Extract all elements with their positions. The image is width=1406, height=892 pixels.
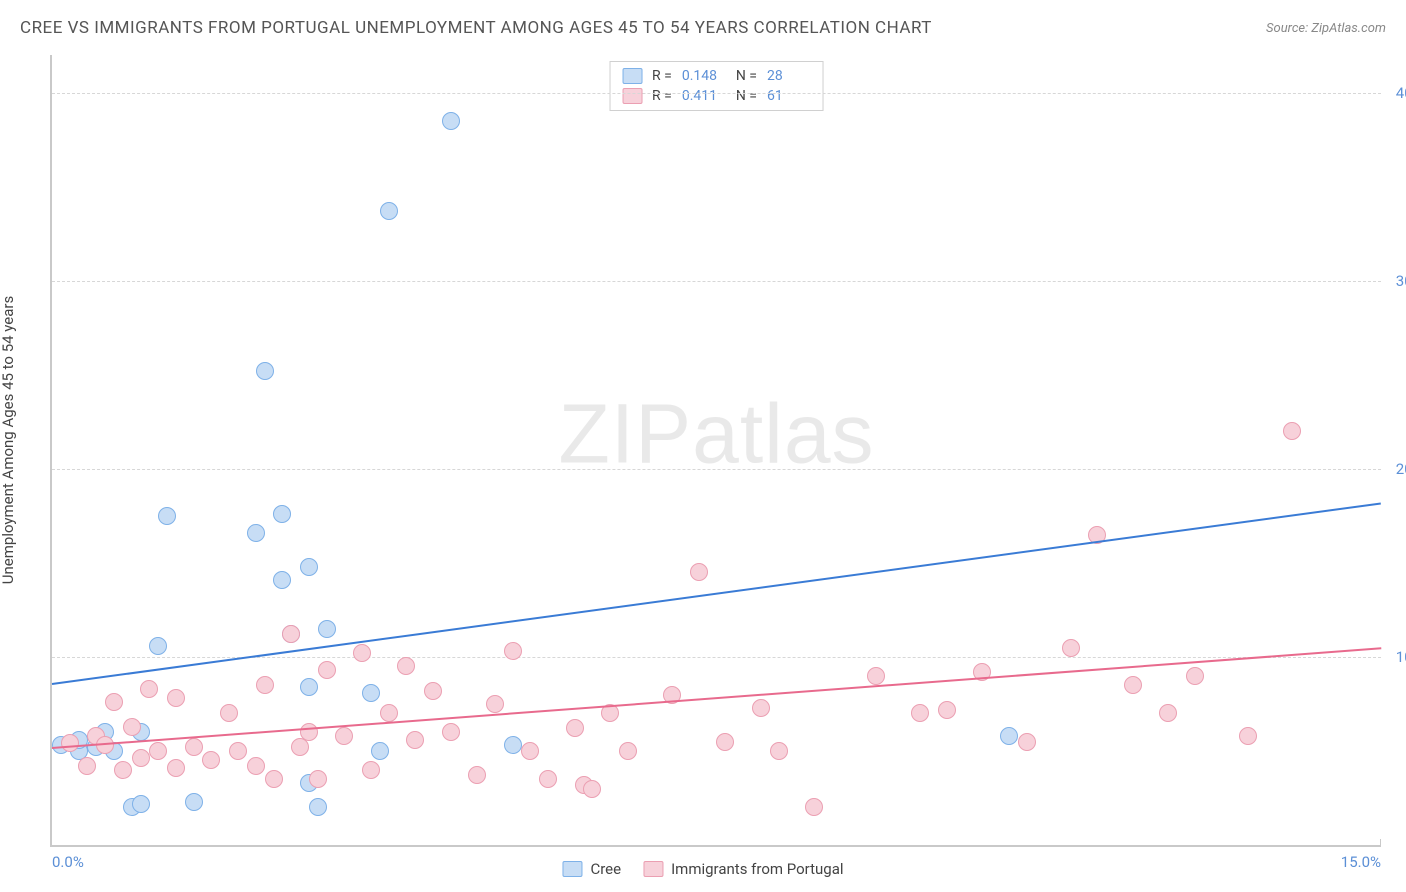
data-point (380, 704, 398, 722)
data-point (158, 507, 176, 525)
data-point (1186, 667, 1204, 685)
data-point (716, 733, 734, 751)
data-point (371, 742, 389, 760)
legend-item-portugal: Immigrants from Portugal (643, 860, 843, 878)
data-point (406, 731, 424, 749)
data-point (265, 770, 283, 788)
data-point (273, 571, 291, 589)
data-point (309, 770, 327, 788)
data-point (149, 637, 167, 655)
data-point (442, 723, 460, 741)
x-tick-min: 0.0% (52, 853, 84, 871)
data-point (380, 202, 398, 220)
swatch-portugal-icon (643, 861, 663, 877)
gridline (52, 469, 1381, 470)
data-point (202, 751, 220, 769)
data-point (566, 719, 584, 737)
data-point (167, 759, 185, 777)
data-point (185, 738, 203, 756)
data-point (362, 684, 380, 702)
data-point (229, 742, 247, 760)
data-point (805, 798, 823, 816)
swatch-cree-icon (562, 861, 582, 877)
data-point (521, 742, 539, 760)
legend-item-cree: Cree (562, 860, 621, 878)
data-point (300, 723, 318, 741)
data-point (273, 505, 291, 523)
data-point (247, 524, 265, 542)
series-legend: Cree Immigrants from Portugal (562, 860, 843, 878)
data-point (353, 644, 371, 662)
y-axis-label: Unemployment Among Ages 45 to 54 years (0, 296, 17, 584)
data-point (300, 558, 318, 576)
swatch-cree (622, 68, 642, 84)
data-point (300, 678, 318, 696)
y-tick-label: 40.0% (1386, 84, 1406, 102)
source-label: Source: ZipAtlas.com (1266, 21, 1386, 36)
x-tick-max: 15.0% (1341, 853, 1381, 871)
data-point (1124, 676, 1142, 694)
data-point (105, 693, 123, 711)
data-point (185, 793, 203, 811)
data-point (309, 798, 327, 816)
data-point (583, 780, 601, 798)
data-point (256, 362, 274, 380)
data-point (78, 757, 96, 775)
data-point (140, 680, 158, 698)
data-point (504, 642, 522, 660)
data-point (282, 625, 300, 643)
data-point (220, 704, 238, 722)
gridline (52, 281, 1381, 282)
data-point (468, 766, 486, 784)
data-point (318, 661, 336, 679)
data-point (619, 742, 637, 760)
data-point (132, 795, 150, 813)
swatch-portugal (622, 88, 642, 104)
data-point (123, 718, 141, 736)
data-point (539, 770, 557, 788)
data-point (752, 699, 770, 717)
data-point (1239, 727, 1257, 745)
data-point (1062, 639, 1080, 657)
gridline (52, 93, 1381, 94)
chart-title: CREE VS IMMIGRANTS FROM PORTUGAL UNEMPLO… (20, 18, 932, 38)
data-point (1283, 422, 1301, 440)
data-point (167, 689, 185, 707)
data-point (938, 701, 956, 719)
data-point (247, 757, 265, 775)
correlation-legend: R = 0.148 N = 28 R = 0.411 N = 61 (609, 61, 824, 111)
trend-line (52, 648, 1381, 750)
data-point (61, 734, 79, 752)
data-point (486, 695, 504, 713)
data-point (149, 742, 167, 760)
data-point (397, 657, 415, 675)
data-point (335, 727, 353, 745)
data-point (132, 749, 150, 767)
data-point (424, 682, 442, 700)
data-point (1159, 704, 1177, 722)
legend-row-portugal: R = 0.411 N = 61 (618, 86, 815, 106)
data-point (690, 563, 708, 581)
data-point (1018, 733, 1036, 751)
data-point (770, 742, 788, 760)
data-point (911, 704, 929, 722)
y-tick-label: 10.0% (1386, 648, 1406, 666)
y-tick-label: 20.0% (1386, 460, 1406, 478)
data-point (256, 676, 274, 694)
scatter-plot: ZIPatlas R = 0.148 N = 28 R = 0.411 N = … (50, 55, 1381, 847)
data-point (867, 667, 885, 685)
data-point (114, 761, 132, 779)
y-tick-label: 30.0% (1386, 272, 1406, 290)
data-point (442, 112, 460, 130)
data-point (318, 620, 336, 638)
data-point (1000, 727, 1018, 745)
data-point (504, 736, 522, 754)
data-point (362, 761, 380, 779)
legend-row-cree: R = 0.148 N = 28 (618, 66, 815, 86)
